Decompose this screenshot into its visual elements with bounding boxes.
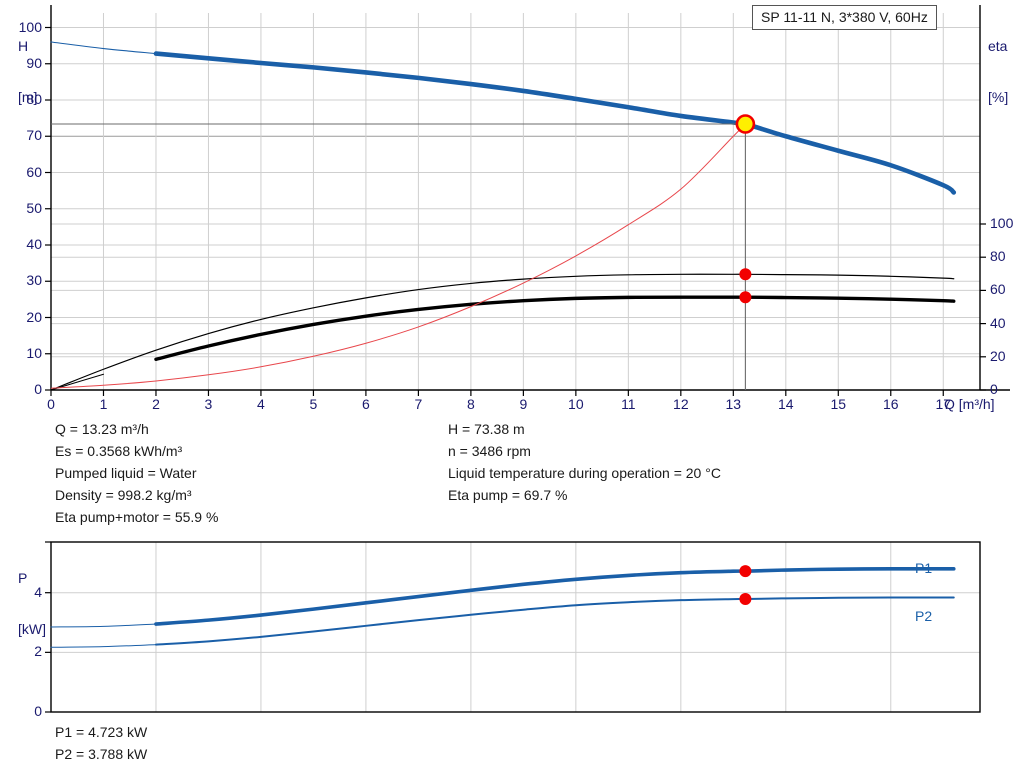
chart-title-box: SP 11-11 N, 3*380 V, 60Hz [752, 5, 937, 30]
head-chart-canvas [45, 5, 1010, 396]
head-x-tick-14: 14 [778, 396, 794, 412]
head-x-tick-10: 10 [568, 396, 584, 412]
head-y-tick-20: 20 [26, 308, 42, 325]
head-y2-axis-label-line1: eta [988, 38, 1008, 54]
readout-left-line-2: Pumped liquid = Water [55, 465, 197, 481]
head-y2-tick-20: 20 [990, 347, 1006, 364]
head-x-tick-8: 8 [466, 396, 475, 412]
head-x-tick-6: 6 [362, 396, 370, 412]
head-y-tick-100: 100 [18, 18, 42, 35]
readout-right-line-1: n = 3486 rpm [448, 443, 531, 459]
head-x-tick-5: 5 [309, 396, 318, 412]
power-chart-canvas [45, 541, 981, 713]
head-y-tick-40: 40 [26, 236, 42, 252]
readout-left-line-1: Es = 0.3568 kWh/m³ [55, 443, 183, 459]
head-y-axis-label: H [m] [18, 4, 37, 140]
head-y2-axis-label-line2: [%] [988, 89, 1009, 105]
readout-left-line-0: Q = 13.23 m³/h [55, 421, 149, 437]
head-y2-tick-80: 80 [990, 248, 1006, 265]
head-x-tick-7: 7 [414, 396, 423, 412]
head-y2-axis-label: eta [%] [988, 4, 1008, 140]
head-y-tick-50: 50 [26, 199, 42, 216]
head-x-tick-1: 1 [99, 396, 108, 412]
head-y-axis-label-line1: H [18, 38, 29, 54]
head-x-tick-4: 4 [257, 396, 265, 412]
head-x-tick-2: 2 [152, 396, 160, 412]
readout-right-line-2: Liquid temperature during operation = 20… [448, 465, 721, 481]
power-y-tick-2: 2 [34, 643, 42, 660]
head-y2-tick-0: 0 [990, 381, 998, 397]
series-label-p1: P1 [915, 560, 933, 576]
head-y2-tick-100: 100 [990, 215, 1014, 231]
head-x-tick-17: 17 [935, 396, 952, 412]
head-x-tick-16: 16 [882, 396, 899, 412]
head-x-tick-13: 13 [725, 396, 742, 412]
head-x-tick-11: 11 [621, 396, 636, 412]
head-x-tick-12: 12 [673, 396, 689, 412]
chart-title-text: SP 11-11 N, 3*380 V, 60Hz [761, 9, 928, 25]
readout-power-line-0: P1 = 4.723 kW [55, 724, 148, 740]
readout-left-line-3: Density = 998.2 kg/m³ [55, 487, 192, 503]
head-y-tick-80: 80 [26, 91, 42, 107]
head-y-tick-60: 60 [26, 163, 42, 180]
power-y-axis-label-line2: [kW] [18, 621, 46, 637]
power-y-axis-label-line1: P [18, 570, 28, 586]
series-label-p2: P2 [915, 608, 933, 624]
readout-right-line-0: H = 73.38 m [448, 421, 525, 437]
power-y-tick-0: 0 [34, 703, 42, 719]
head-y-axis-label-line2: [m] [18, 89, 38, 105]
head-y2-tick-40: 40 [990, 314, 1006, 331]
head-y2-tick-60: 60 [990, 281, 1006, 298]
head-y-tick-10: 10 [26, 344, 42, 361]
readout-power-line-1: P2 = 3.788 kW [55, 746, 148, 762]
head-y-tick-70: 70 [26, 127, 42, 144]
head-y-tick-30: 30 [26, 272, 42, 289]
readout-left-line-4: Eta pump+motor = 55.9 % [55, 509, 219, 525]
head-x-axis-label: Q [m³/h] [944, 396, 995, 412]
head-x-tick-9: 9 [519, 396, 528, 412]
head-y-tick-90: 90 [26, 54, 42, 71]
head-y-tick-0: 0 [34, 381, 42, 397]
head-x-tick-15: 15 [830, 396, 847, 412]
head-x-tick-0: 0 [47, 396, 55, 412]
head-x-tick-3: 3 [204, 396, 213, 412]
power-y-tick-4: 4 [34, 583, 42, 600]
readout-right-line-3: Eta pump = 69.7 % [448, 487, 568, 503]
power-y-axis-label: P [kW] [18, 536, 46, 672]
